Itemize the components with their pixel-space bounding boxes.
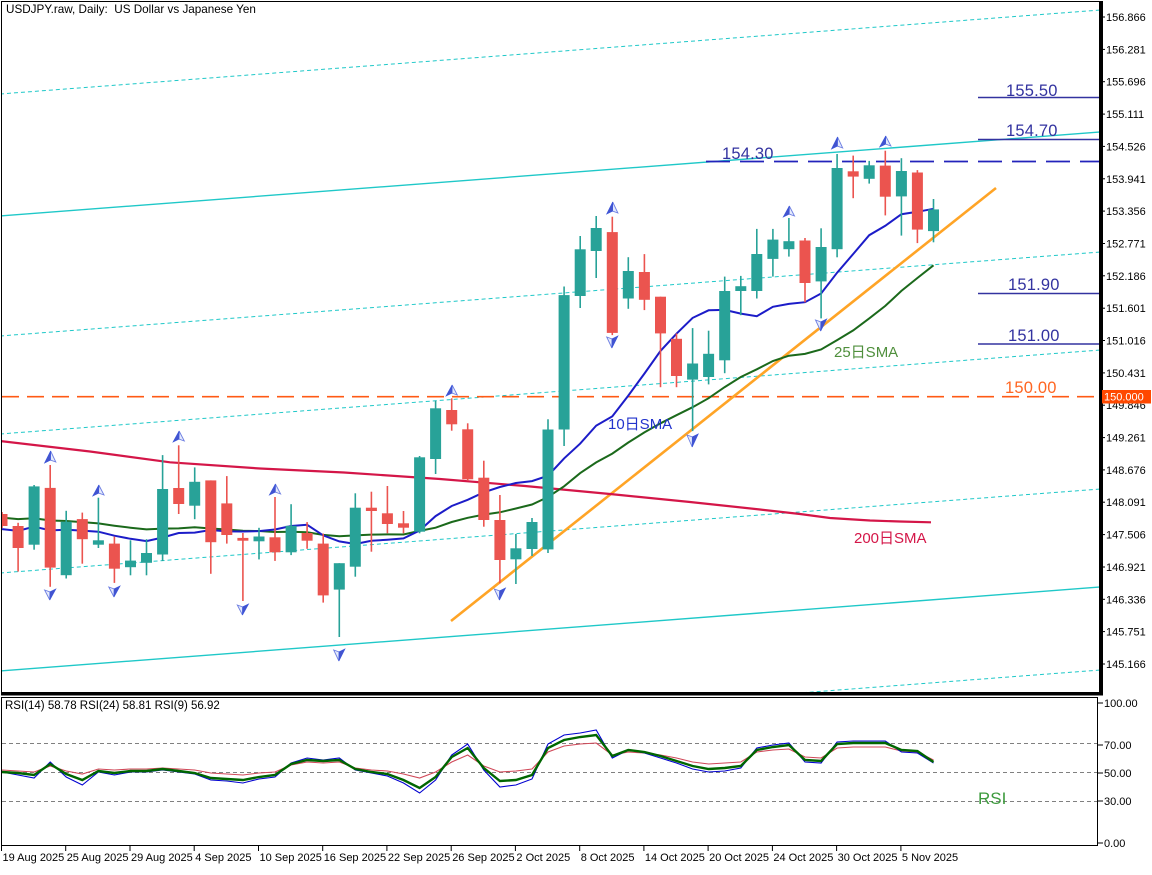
- svg-text:16 Sep 2025: 16 Sep 2025: [324, 852, 386, 864]
- svg-text:24 Oct 2025: 24 Oct 2025: [773, 852, 833, 864]
- svg-text:155.111: 155.111: [1106, 109, 1144, 121]
- svg-text:146.336: 146.336: [1106, 594, 1146, 606]
- svg-text:148.091: 148.091: [1106, 497, 1146, 509]
- svg-text:146.921: 146.921: [1106, 562, 1146, 574]
- svg-text:150.00: 150.00: [1005, 379, 1057, 397]
- svg-text:148.676: 148.676: [1106, 465, 1146, 477]
- svg-text:154.526: 154.526: [1106, 141, 1146, 153]
- svg-text:149.261: 149.261: [1106, 433, 1146, 445]
- svg-text:156.866: 156.866: [1106, 12, 1146, 24]
- svg-text:30 Oct 2025: 30 Oct 2025: [838, 852, 898, 864]
- svg-text:152.771: 152.771: [1106, 239, 1146, 251]
- svg-text:14 Oct 2025: 14 Oct 2025: [645, 852, 705, 864]
- svg-text:10日SMA: 10日SMA: [608, 416, 672, 433]
- svg-text:RSI(14) 58.78 RSI(24) 58.81 RS: RSI(14) 58.78 RSI(24) 58.81 RSI(9) 56.92: [5, 700, 220, 712]
- svg-text:8 Oct 2025: 8 Oct 2025: [581, 852, 635, 864]
- svg-text:153.941: 153.941: [1106, 174, 1146, 186]
- svg-text:145.166: 145.166: [1106, 659, 1146, 671]
- svg-text:70.00: 70.00: [1104, 740, 1132, 752]
- svg-text:10 Sep 2025: 10 Sep 2025: [260, 852, 322, 864]
- svg-text:151.00: 151.00: [1008, 327, 1060, 345]
- svg-text:26 Sep 2025: 26 Sep 2025: [452, 852, 514, 864]
- svg-text:200日SMA: 200日SMA: [854, 530, 927, 547]
- svg-text:151.601: 151.601: [1106, 303, 1146, 315]
- svg-text:5 Nov 2025: 5 Nov 2025: [902, 852, 958, 864]
- svg-text:100.00: 100.00: [1104, 698, 1138, 710]
- svg-text:20 Oct 2025: 20 Oct 2025: [709, 852, 769, 864]
- svg-text:4 Sep 2025: 4 Sep 2025: [195, 852, 251, 864]
- svg-text:156.281: 156.281: [1106, 44, 1146, 56]
- svg-text:USDJPY.raw, Daily: US Dollar: USDJPY.raw, Daily: US Dollar vs Japanese…: [6, 3, 256, 16]
- svg-text:155.50: 155.50: [1006, 82, 1058, 100]
- svg-text:29 Aug 2025: 29 Aug 2025: [131, 852, 193, 864]
- svg-text:154.30: 154.30: [722, 145, 774, 163]
- svg-text:0.00: 0.00: [1104, 838, 1125, 850]
- svg-text:30.00: 30.00: [1104, 796, 1132, 808]
- svg-text:145.751: 145.751: [1106, 627, 1146, 639]
- svg-text:150.000: 150.000: [1104, 392, 1144, 404]
- svg-text:25 Aug 2025: 25 Aug 2025: [67, 852, 129, 864]
- svg-text:151.90: 151.90: [1008, 276, 1060, 294]
- svg-text:155.696: 155.696: [1106, 77, 1146, 89]
- svg-text:154.70: 154.70: [1006, 122, 1058, 140]
- svg-text:150.431: 150.431: [1106, 368, 1146, 380]
- svg-text:50.00: 50.00: [1104, 768, 1132, 780]
- svg-text:RSI: RSI: [978, 789, 1006, 808]
- svg-text:153.356: 153.356: [1106, 206, 1146, 218]
- svg-text:22 Sep 2025: 22 Sep 2025: [388, 852, 450, 864]
- svg-text:147.506: 147.506: [1106, 530, 1146, 542]
- svg-text:152.186: 152.186: [1106, 271, 1146, 283]
- svg-text:2 Oct 2025: 2 Oct 2025: [516, 852, 570, 864]
- svg-text:151.016: 151.016: [1106, 336, 1146, 348]
- svg-text:19 Aug 2025: 19 Aug 2025: [3, 852, 65, 864]
- svg-text:25日SMA: 25日SMA: [834, 344, 898, 361]
